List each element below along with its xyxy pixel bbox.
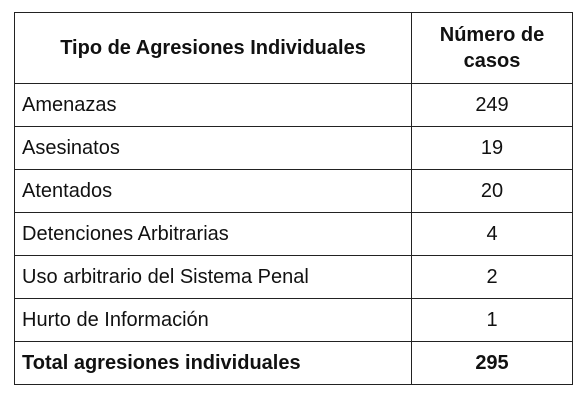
- header-case-count: Número de casos: [411, 12, 573, 84]
- row-label: Amenazas: [14, 83, 412, 127]
- row-label: Detenciones Arbitrarias: [14, 212, 412, 256]
- row-value: 1: [411, 298, 573, 342]
- table-row: Hurto de Información 1: [14, 298, 573, 342]
- row-value: 249: [411, 83, 573, 127]
- table-row: Atentados 20: [14, 169, 573, 213]
- table-total-row: Total agresiones individuales 295: [14, 341, 573, 385]
- total-value: 295: [411, 341, 573, 385]
- row-value: 19: [411, 126, 573, 170]
- table-row: Detenciones Arbitrarias 4: [14, 212, 573, 256]
- total-label: Total agresiones individuales: [14, 341, 412, 385]
- table-row: Asesinatos 19: [14, 126, 573, 170]
- row-value: 2: [411, 255, 573, 299]
- row-value: 20: [411, 169, 573, 213]
- table-header-row: Tipo de Agresiones Individuales Número d…: [14, 12, 573, 84]
- row-label: Asesinatos: [14, 126, 412, 170]
- row-label: Uso arbitrario del Sistema Penal: [14, 255, 412, 299]
- row-label: Hurto de Información: [14, 298, 412, 342]
- row-label: Atentados: [14, 169, 412, 213]
- header-aggression-type: Tipo de Agresiones Individuales: [14, 12, 412, 84]
- table-row: Amenazas 249: [14, 83, 573, 127]
- table-row: Uso arbitrario del Sistema Penal 2: [14, 255, 573, 299]
- cases-table: Tipo de Agresiones Individuales Número d…: [14, 12, 573, 385]
- row-value: 4: [411, 212, 573, 256]
- cases-table-container: Tipo de Agresiones Individuales Número d…: [14, 12, 573, 385]
